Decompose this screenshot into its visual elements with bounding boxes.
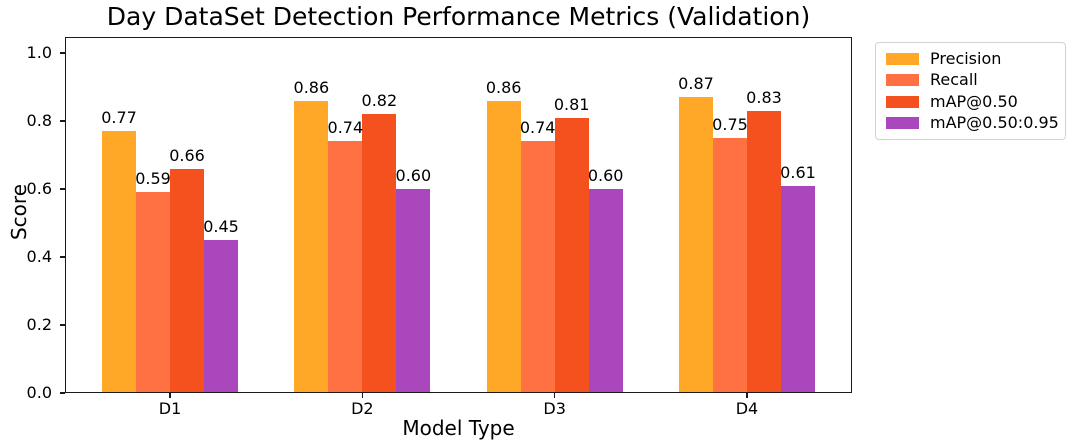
y-tick-mark [60,120,65,122]
bar-value-label: 0.82 [361,91,398,111]
y-tick-mark [60,324,65,326]
y-tick-mark [60,256,65,258]
legend-label: Recall [930,70,978,90]
legend-item-Recall: Recall [886,71,1055,89]
x-tick-mark [746,393,748,398]
chart-title: Day DataSet Detection Performance Metric… [106,2,811,31]
x-tick-mark [361,393,364,398]
y-tick-mark [60,52,65,54]
x-tick-mark [169,393,171,398]
bar-value-label: 0.74 [519,118,556,138]
legend-swatch-icon [886,117,919,130]
legend: Precision Recall mAP@0.50 mAP@0.50:0.95 [875,42,1066,140]
y-tick-mark [60,392,65,394]
bar-Recall-D4 [712,138,747,393]
bar-mAP@0.50:0.95-D2 [396,189,431,393]
bar-value-label: 0.60 [395,166,432,185]
bar-mAP@0.50-D2 [362,114,397,393]
bar-Precision-D1 [102,131,136,393]
bar-Recall-D2 [328,141,363,393]
legend-label: mAP@0.50:0.95 [930,113,1059,133]
bar-mAP@0.50-D1 [170,168,204,393]
y-tick-label: 0.2 [26,315,52,334]
bar-value-label: 0.81 [553,94,590,114]
bar-Recall-D3 [520,141,555,393]
bar-value-label: 0.59 [135,169,171,189]
y-tick-label: 0.6 [26,179,52,198]
bar-Recall-D1 [136,192,170,393]
bar-value-label: 0.86 [293,77,330,97]
bar-value-label: 0.60 [587,166,624,185]
bar-value-label: 0.45 [203,217,239,236]
bar-mAP@0.50-D3 [554,117,589,393]
y-tick-label: 1.0 [26,43,52,62]
legend-swatch-icon [886,74,919,87]
bar-value-label: 0.77 [101,108,137,128]
bar-mAP@0.50-D4 [746,110,781,393]
legend-item-mAP@0.50:0.95: mAP@0.50:0.95 [886,114,1059,132]
bar-value-label: 0.87 [678,74,714,94]
bar-value-label: 0.74 [327,118,364,138]
bar-value-label: 0.75 [712,115,748,134]
legend-swatch-icon [886,95,919,108]
bar-mAP@0.50:0.95-D1 [204,240,238,393]
legend-item-Precision: Precision [886,48,1055,68]
bar-Precision-D3 [486,100,521,393]
x-tick-label-D1: D1 [158,399,182,418]
y-tick-label: 0.8 [26,111,52,130]
x-tick-label-D2: D2 [351,399,374,418]
legend-item-mAP@0.50: mAP@0.50 [886,91,1055,111]
x-tick-label-D4: D4 [735,399,759,418]
x-tick-mark [553,393,556,398]
legend-swatch-icon [886,52,919,65]
bar-mAP@0.50:0.95-D3 [588,189,623,393]
bar-Precision-D4 [678,97,713,393]
legend-label: mAP@0.50 [930,91,1018,111]
y-axis-label: Score [7,183,31,241]
bar-value-label: 0.86 [485,77,522,97]
x-axis-label: Model Type [402,416,515,440]
bar-value-label: 0.61 [780,162,816,182]
bar-value-label: 0.66 [169,145,205,165]
bar-value-label: 0.83 [746,87,782,107]
x-tick-label-D3: D3 [543,399,566,418]
bar-Precision-D2 [294,100,329,393]
legend-label: Precision [930,48,1002,68]
y-tick-mark [60,188,65,190]
y-tick-label: 0.4 [26,247,52,266]
bar-mAP@0.50:0.95-D4 [780,185,815,393]
y-tick-label: 0.0 [26,383,52,402]
